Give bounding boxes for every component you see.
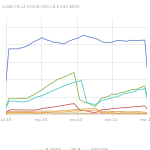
Text: ILIDAD DE LA DEUDA PÚBLICA A DIEZ AÑOS: ILIDAD DE LA DEUDA PÚBLICA A DIEZ AÑOS <box>2 4 79 9</box>
Legend: IRLANDA, ITALIA, PORTUGAL: IRLANDA, ITALIA, PORTUGAL <box>37 146 111 150</box>
